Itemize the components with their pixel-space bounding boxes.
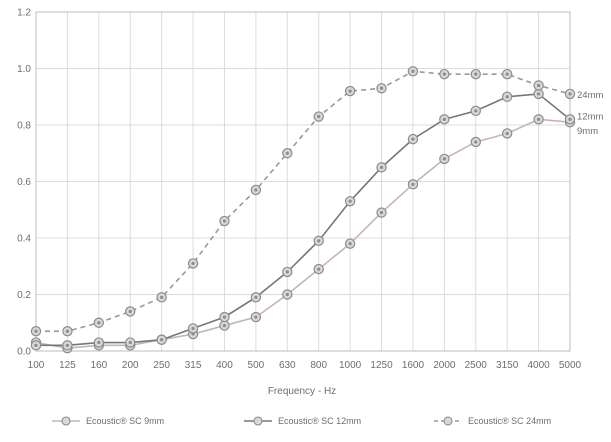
data-point-center xyxy=(317,239,321,243)
data-point-center xyxy=(222,315,227,319)
x-tick-label: 500 xyxy=(248,360,265,371)
axes: 0.0 0.2 0.4 0.6 0.8 1.0 1.2 100 125 160 200 250 315 4… xyxy=(17,8,581,372)
data-point-center xyxy=(97,321,101,325)
x-tick-label: 630 xyxy=(279,360,296,371)
data-point-center xyxy=(379,210,384,215)
y-tick-label: 0.8 xyxy=(17,121,31,132)
x-tick-label: 160 xyxy=(90,360,107,371)
plot-frame xyxy=(35,11,571,352)
x-tick-label: 315 xyxy=(185,360,202,371)
data-point-center xyxy=(442,157,446,161)
y-tick-label: 1.0 xyxy=(17,64,31,75)
legend-label: Ecoustic® SC 12mm xyxy=(278,416,361,426)
data-point-center xyxy=(536,92,541,96)
y-tick-label: 0.0 xyxy=(17,347,31,358)
series-end-label: 24mm xyxy=(577,90,603,101)
data-point-center xyxy=(474,109,478,113)
legend-item: Ecoustic® SC 24mm xyxy=(434,416,551,426)
x-tick-label: 800 xyxy=(310,360,327,371)
series-line xyxy=(35,118,571,349)
data-point-center xyxy=(442,72,446,76)
data-point-center xyxy=(191,326,195,330)
series-3 xyxy=(30,66,576,337)
data-point-center xyxy=(191,261,195,266)
data-point-center xyxy=(254,188,258,192)
data-point-center xyxy=(285,292,289,297)
data-point-center xyxy=(411,182,415,186)
series-line xyxy=(36,70,571,333)
x-tick-label: 400 xyxy=(216,360,233,371)
data-point-center xyxy=(222,219,227,223)
legend-item: Ecoustic® SC 9mm xyxy=(52,416,164,426)
x-tick-label: 125 xyxy=(59,360,76,371)
end-labels: 9mm 12mm 24mm xyxy=(577,90,603,137)
series-2 xyxy=(30,88,576,351)
data-point-center xyxy=(348,89,352,93)
x-tick-label: 5000 xyxy=(559,360,582,371)
data-point-center xyxy=(97,340,101,345)
data-point-center xyxy=(474,140,478,144)
series-end-label: 12mm xyxy=(577,111,603,122)
series-line xyxy=(36,93,571,347)
data-point-center xyxy=(536,117,541,121)
x-tick-label: 1600 xyxy=(402,360,425,371)
data-point-center xyxy=(128,309,132,314)
legend-item: Ecoustic® SC 12mm xyxy=(244,416,361,426)
data-point-center xyxy=(379,86,384,90)
series-1 xyxy=(30,114,576,354)
legend-marker xyxy=(253,416,263,426)
legend-label: Ecoustic® SC 24mm xyxy=(468,416,551,426)
data-point-center xyxy=(442,117,446,121)
legend: Ecoustic® SC 9mm Ecoustic® SC 12mm Ecousti… xyxy=(52,416,551,426)
data-point-center xyxy=(254,295,258,299)
data-point-center xyxy=(348,199,352,203)
y-tick-label: 1.2 xyxy=(17,8,31,19)
x-tick-label: 2000 xyxy=(433,360,456,371)
data-point-center xyxy=(254,315,258,319)
x-tick-label: 250 xyxy=(153,360,170,371)
data-point-center xyxy=(505,131,509,136)
data-point-center xyxy=(411,69,415,73)
data-point-center xyxy=(348,242,352,246)
data-point-center xyxy=(379,165,384,169)
data-point-center xyxy=(222,323,227,328)
series-lines xyxy=(30,66,576,354)
data-point-center xyxy=(411,137,415,141)
y-tick-label: 0.4 xyxy=(17,234,31,245)
data-point-center xyxy=(536,83,541,88)
x-tick-label: 1250 xyxy=(370,360,393,371)
data-point-center xyxy=(160,338,164,342)
data-point-center xyxy=(160,295,164,299)
data-point-center xyxy=(65,329,70,333)
data-point-center xyxy=(474,72,478,76)
x-tick-label: 4000 xyxy=(527,360,550,371)
data-point-center xyxy=(568,92,572,96)
x-tick-label: 2500 xyxy=(465,360,488,371)
x-tick-label: 200 xyxy=(122,360,139,371)
data-point-center xyxy=(285,151,289,155)
x-tick-label: 100 xyxy=(28,360,45,371)
legend-label: Ecoustic® SC 9mm xyxy=(86,416,164,426)
data-point-center xyxy=(128,340,132,345)
data-point-center xyxy=(568,117,572,121)
data-point-center xyxy=(505,72,509,76)
x-tick-label: 3150 xyxy=(496,360,519,371)
series-end-label: 9mm xyxy=(577,126,598,137)
x-tick-label: 1000 xyxy=(339,360,362,371)
grid xyxy=(35,11,571,352)
data-point-center xyxy=(505,95,509,99)
data-point-center xyxy=(317,267,321,271)
y-tick-label: 0.2 xyxy=(17,290,31,301)
x-axis-title: Frequency - Hz xyxy=(268,386,336,397)
data-point-center xyxy=(285,270,289,274)
data-point-center xyxy=(34,329,38,333)
legend-marker xyxy=(443,416,453,426)
legend-marker xyxy=(61,416,71,426)
y-tick-label: 0.6 xyxy=(17,177,31,188)
data-point-center xyxy=(65,343,70,347)
data-point-center xyxy=(317,114,321,119)
data-point-center xyxy=(34,343,38,347)
